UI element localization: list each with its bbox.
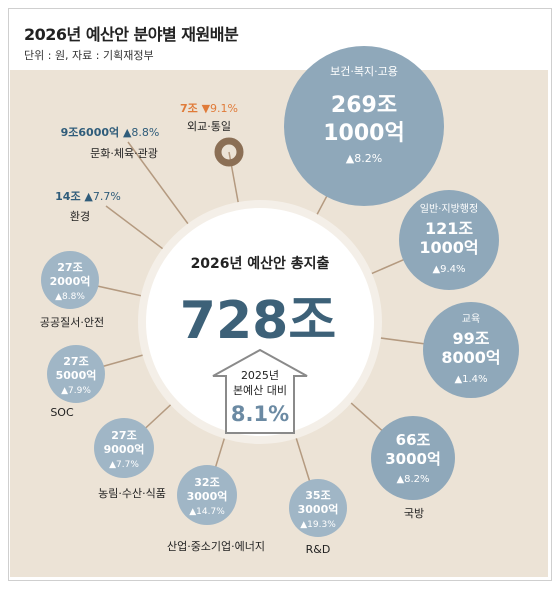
bubble-amount-line2: 1000억 bbox=[419, 238, 478, 257]
bubble bbox=[47, 345, 105, 403]
bubble-change: ▲7.7% bbox=[109, 460, 139, 470]
bubble-amount-line2: 9000억 bbox=[104, 443, 145, 456]
bubble-amount-line1: 121조 bbox=[425, 219, 473, 238]
bubble-amount-line2: 5000억 bbox=[56, 369, 97, 382]
arrow-line2: 본예산 대비 bbox=[233, 384, 287, 397]
bubble-change: ▲1.4% bbox=[454, 374, 487, 385]
sector-change: ▲7.7% bbox=[84, 190, 120, 203]
total-amount: 728조 bbox=[180, 291, 336, 351]
bubble-amount-line2: 1000억 bbox=[323, 121, 404, 146]
sector-amount-change: 7조 ▼9.1% bbox=[180, 102, 238, 115]
bubble-amount-line1: 27조 bbox=[111, 429, 136, 442]
small-ring-bubble bbox=[214, 137, 244, 167]
bubble-amount-line2: 3000억 bbox=[187, 490, 228, 503]
bubble-name: 보건·복지·고용 bbox=[330, 65, 398, 78]
bubble-name: SOC bbox=[50, 406, 74, 419]
arrow-line1: 2025년 bbox=[241, 369, 279, 382]
bubble-amount-line2: 2000억 bbox=[50, 275, 91, 288]
bubble-change: ▲9.4% bbox=[432, 264, 465, 275]
bubble bbox=[94, 418, 154, 478]
bubble bbox=[371, 416, 455, 500]
bubble-amount-line2: 8000억 bbox=[441, 348, 500, 367]
bubble-name: 일반·지방행정 bbox=[420, 203, 478, 215]
sector-name: 외교·통일 bbox=[187, 119, 231, 133]
bubble bbox=[41, 251, 99, 309]
center-circle bbox=[138, 200, 382, 444]
sector-change: ▲8.8% bbox=[123, 126, 159, 139]
bubble-name: 교육 bbox=[462, 313, 480, 325]
bubble-amount-line1: 27조 bbox=[57, 261, 82, 274]
bubble-change: ▲19.3% bbox=[300, 520, 336, 530]
bubble-change: ▲8.8% bbox=[55, 292, 85, 302]
bubble-name: R&D bbox=[306, 543, 331, 556]
bubble-amount-line2: 3000억 bbox=[298, 503, 339, 516]
bubble-change: ▲14.7% bbox=[189, 507, 225, 517]
bubble-name: 국방 bbox=[404, 507, 424, 520]
sector-labels: 국방 R&D 산업·중소기업·에너지 농림·수산·식품 SOC 공공질서·안전 14조 ▲7… bbox=[40, 102, 424, 556]
bubble-amount-line1: 99조 bbox=[453, 329, 490, 348]
page-title: 2026년 예산안 분야별 재원배분 bbox=[24, 25, 239, 44]
bubble bbox=[423, 302, 519, 398]
bubble-name: 산업·중소기업·에너지 bbox=[167, 540, 265, 553]
sector-amount: 9조6000억 bbox=[61, 126, 123, 139]
bubble bbox=[289, 479, 347, 537]
sector-amount: 7조 bbox=[180, 102, 202, 115]
sector-amount: 14조 bbox=[55, 190, 84, 203]
bubble bbox=[177, 465, 237, 525]
bubble bbox=[399, 190, 499, 290]
sector-amount-change: 9조6000억 ▲8.8% bbox=[61, 126, 160, 139]
bubble-amount-line2: 3000억 bbox=[385, 450, 441, 468]
growth-arrow-shape bbox=[212, 348, 308, 434]
bubble-amount-line1: 27조 bbox=[63, 355, 88, 368]
sector-name: 문화·체육·관광 bbox=[90, 147, 158, 160]
growth-rate: 8.1% bbox=[231, 402, 289, 426]
bubble-change: ▲7.9% bbox=[61, 386, 91, 396]
bubble-change: ▲8.2% bbox=[396, 474, 429, 485]
sector-change: ▼9.1% bbox=[202, 102, 238, 115]
source-note: 단위 : 원, 자료 : 기획재정부 bbox=[24, 49, 154, 62]
bubble bbox=[284, 46, 444, 206]
center-label: 2026년 예산안 총지출 bbox=[191, 255, 330, 272]
bubble-name: 공공질서·안전 bbox=[40, 316, 104, 329]
bubble-amount-line1: 66조 bbox=[396, 431, 431, 449]
sector-amount-change: 14조 ▲7.7% bbox=[55, 190, 121, 203]
bubble-amount-line1: 35조 bbox=[305, 489, 330, 502]
bubble-amount-line1: 269조 bbox=[331, 93, 397, 118]
sector-name: 환경 bbox=[70, 210, 90, 223]
bubble-name: 농림·수산·식품 bbox=[98, 487, 166, 500]
bubble-amount-line1: 32조 bbox=[194, 476, 219, 489]
bubble-change: ▲8.2% bbox=[346, 152, 382, 165]
sector-bubbles: 보건·복지·고용269조1000억▲8.2%일반·지방행정121조1000억▲9… bbox=[41, 46, 519, 537]
